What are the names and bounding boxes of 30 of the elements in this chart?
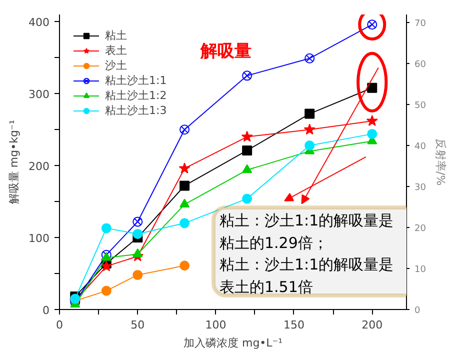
legend-label: 沙土 — [105, 58, 127, 73]
y2-tick-label: 50 — [414, 101, 426, 112]
annotation: 粘土：沙土1:1的解吸量是表土的1.51倍 — [220, 256, 394, 296]
annotation: 粘土：沙土1:1的解吸量是粘土的1.29倍； — [220, 212, 394, 252]
legend-label: 表土 — [105, 43, 127, 58]
y2-tick-label: 40 — [414, 142, 426, 152]
y2-axis-title: 反射率/% — [434, 138, 447, 186]
y2-tick-label: 20 — [414, 224, 426, 234]
y2-tick-label: 0 — [414, 306, 420, 316]
x-tick-label: 100 — [205, 318, 226, 332]
y2-tick-label: 30 — [414, 183, 426, 194]
y2-tick-label: 70 — [414, 19, 426, 30]
y-axis-title: 解吸量 mg•kg⁻¹ — [8, 120, 21, 204]
x-tick-label: 0 — [56, 318, 63, 332]
y-tick-label: 0 — [42, 304, 50, 317]
legend-label: 粘土沙土1:1 — [105, 73, 167, 88]
legend-label: 粘土 — [105, 28, 127, 43]
annotation: 解吸量 — [200, 42, 252, 62]
y2-tick-label: 60 — [414, 60, 426, 70]
y2-tick-label: 10 — [414, 265, 426, 276]
y-tick-label: 400 — [28, 16, 50, 30]
x-tick-label: 150 — [283, 318, 304, 332]
y-tick-label: 100 — [28, 232, 50, 246]
legend-label: 粘土沙土1:2 — [105, 88, 167, 103]
x-axis-title: 加入磷浓度 mg•L⁻¹ — [183, 336, 283, 350]
y-tick-label: 200 — [28, 160, 50, 174]
legend-label: 粘土沙土1:3 — [105, 103, 167, 118]
x-tick-label: 200 — [362, 318, 383, 332]
x-tick-label: 50 — [130, 318, 145, 332]
y-tick-label: 300 — [28, 88, 50, 102]
